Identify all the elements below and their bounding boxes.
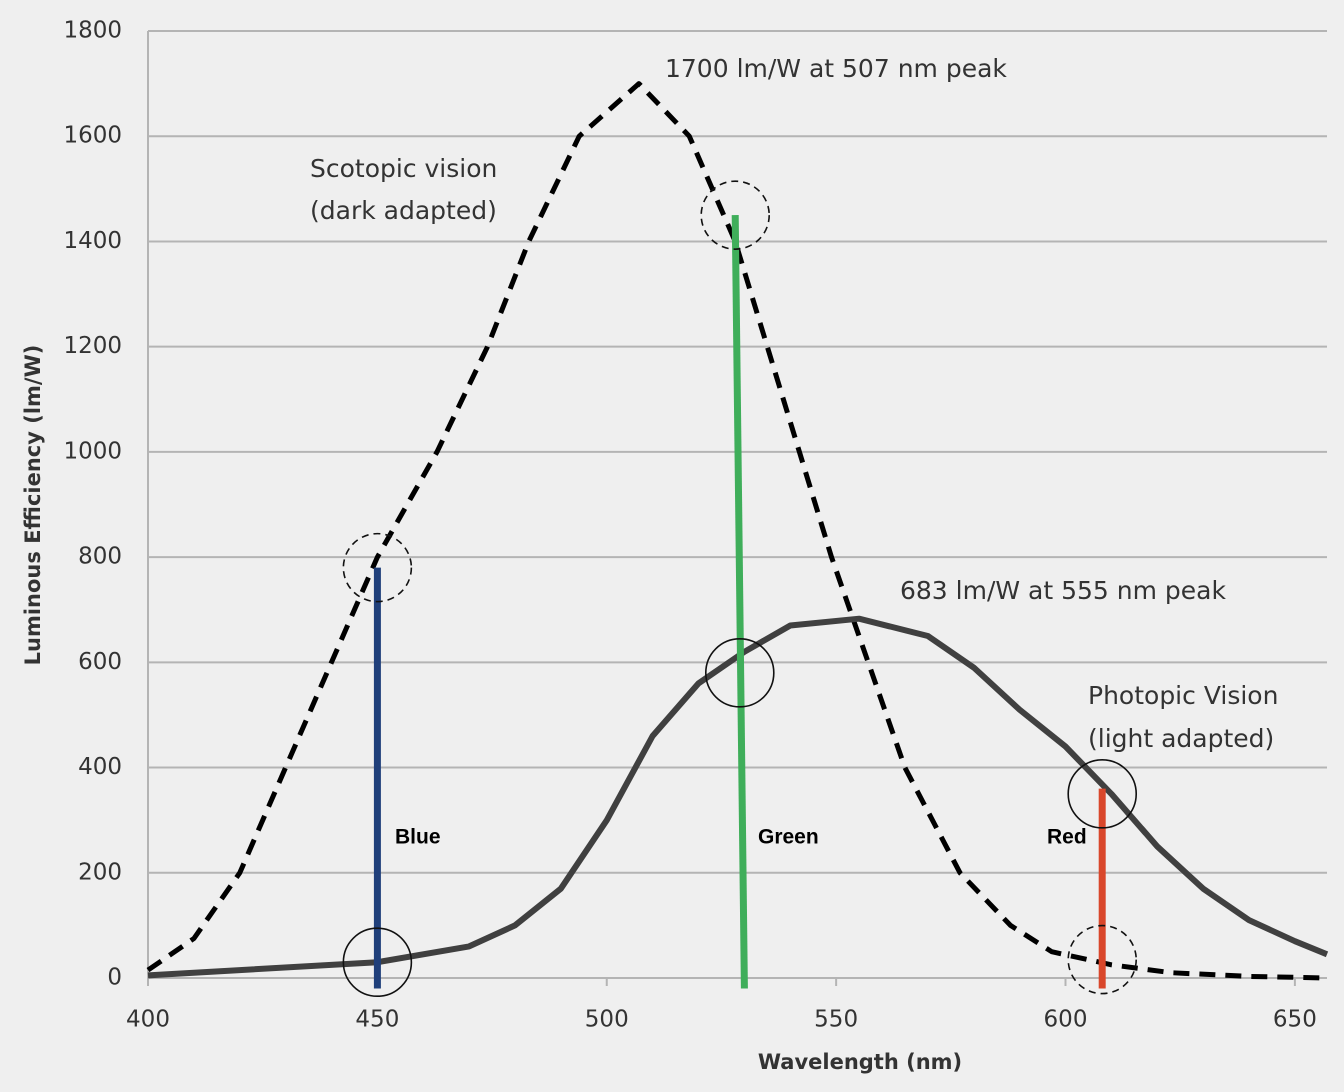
y-tick-label: 400	[78, 754, 122, 780]
x-tick-label: 550	[814, 1007, 858, 1033]
series-annotation: Photopic Vision	[1088, 681, 1278, 710]
y-tick-label: 200	[78, 859, 122, 885]
y-tick-label: 1000	[63, 438, 122, 464]
x-tick-label: 450	[355, 1007, 399, 1033]
y-tick-label: 1400	[63, 228, 122, 254]
x-tick-label: 400	[126, 1007, 170, 1033]
spectral-line-label: Red	[1047, 826, 1087, 849]
spectral-line-label: Green	[758, 826, 819, 849]
highlight-circle	[1067, 924, 1138, 995]
spectral-line	[731, 215, 748, 989]
y-axis-label: Luminous Efficiency (lm/W)	[21, 345, 45, 666]
highlight-circle	[704, 638, 775, 708]
peak-annotation: 683 lm/W at 555 nm peak	[900, 576, 1226, 605]
series-annotation: Scotopic vision	[310, 154, 497, 183]
y-tick-label: 1200	[63, 333, 122, 359]
y-tick-label: 800	[78, 544, 122, 570]
y-tick-label: 1600	[63, 123, 122, 149]
series-line	[147, 615, 1329, 979]
highlight-circle	[700, 180, 771, 250]
highlight-circle	[342, 532, 413, 603]
y-tick-label: 1800	[63, 18, 122, 44]
peak-annotation: 1700 lm/W at 507 nm peak	[665, 54, 1007, 83]
x-tick-label: 500	[585, 1007, 629, 1033]
series-annotation: (light adapted)	[1088, 724, 1274, 753]
highlight-circle	[342, 927, 413, 998]
y-tick-label: 600	[78, 649, 122, 675]
series-line	[146, 81, 1328, 981]
spectral-line-label: Blue	[395, 826, 441, 849]
y-tick-label: 0	[107, 965, 122, 991]
x-tick-label: 650	[1273, 1007, 1317, 1033]
x-axis-label: Wavelength (nm)	[758, 1050, 962, 1074]
highlight-circle	[1067, 759, 1138, 829]
series-annotation: (dark adapted)	[310, 196, 497, 225]
x-tick-label: 600	[1044, 1007, 1088, 1033]
